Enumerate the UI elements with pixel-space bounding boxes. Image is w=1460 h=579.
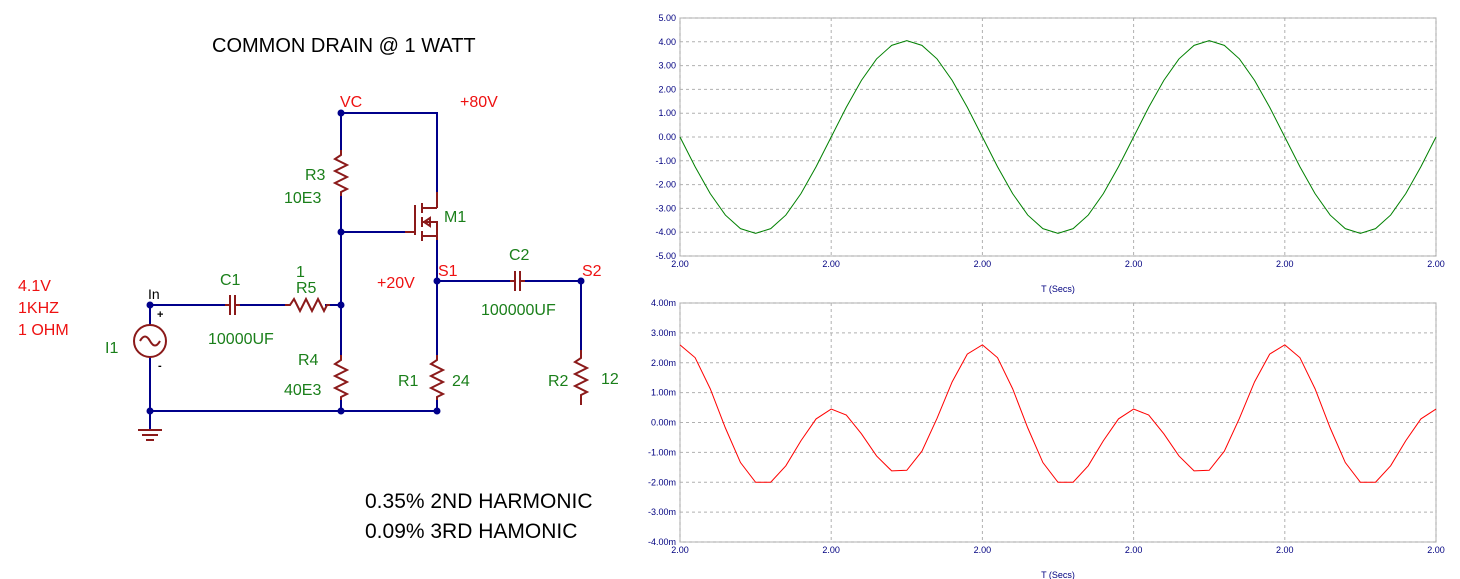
component-label: C1 [220,272,241,289]
component-label: R2 [548,373,569,390]
y-tick-label: 3.00m [651,328,676,338]
component-label: I1 [105,340,118,357]
y-tick-label: 1.00 [658,108,676,118]
x-axis-label: T (Secs) [1041,284,1075,294]
x-tick-label: 2.00 [1125,545,1143,555]
component-label: R1 [398,373,419,390]
component-label: 24 [452,373,470,390]
y-tick-label: 4.00m [651,298,676,308]
wires [149,112,582,430]
x-tick-label: 2.00 [671,259,689,269]
y-tick-label: 0.00m [651,418,676,428]
node-label: In [148,286,160,302]
node-label: +80V [460,94,498,111]
node-label: S1 [438,263,458,280]
data-line [679,344,1437,483]
x-tick-label: 2.00 [1276,259,1294,269]
y-tick-label: 2.00m [651,358,676,368]
note: 0.09% 3RD HAMONIC [365,520,577,543]
component-label: R4 [298,352,319,369]
y-tick-label: -3.00 [655,203,676,213]
node-label: VC [340,94,362,111]
junctions [146,109,585,415]
resistor-r3 [332,150,350,196]
x-tick-label: 2.00 [1125,259,1143,269]
y-tick-label: 4.00 [658,37,676,47]
y-tick-label: -2.00 [655,180,676,190]
component-label: M1 [444,209,466,226]
y-tick-label: -4.00m [648,537,676,547]
resistor-r4 [332,355,350,400]
polarity: + [157,309,163,321]
y-tick-label: 0.00 [658,132,676,142]
component-label: 1 [296,264,305,281]
component-label: 40E3 [284,382,321,399]
mosfet-m1 [405,192,438,241]
polarity: - [158,360,162,372]
y-tick-label: -4.00 [655,227,676,237]
source-label: 4.1V [18,278,51,295]
resistor-r2 [572,350,590,405]
component-label: 100000UF [481,302,556,319]
source-symbol [139,335,161,347]
data-line [679,40,1437,234]
y-tick-label: 1.00m [651,388,676,398]
capacitor-c1 [225,295,240,315]
y-tick-label: -3.00m [648,507,676,517]
y-tick-label: -1.00 [655,156,676,166]
x-tick-label: 2.00 [1427,259,1445,269]
y-tick-label: 3.00 [658,61,676,71]
resistor-r5 [285,296,330,314]
component-label: 12 [601,371,619,388]
source-label: 1 OHM [18,322,69,339]
schematic-title: COMMON DRAIN @ 1 WATT [212,35,476,57]
node-label: S2 [582,263,602,280]
y-tick-label: 5.00 [658,13,676,23]
component-label: 10E3 [284,190,321,207]
x-tick-label: 2.00 [822,545,840,555]
note: 0.35% 2ND HARMONIC [365,490,593,513]
y-tick-label: -2.00m [648,477,676,487]
y-tick-label: -5.00 [655,251,676,261]
schematic: COMMON DRAIN @ 1 WATT VC +80V R3 10E3 M1… [18,35,619,543]
y-tick-label: 2.00 [658,84,676,94]
x-tick-label: 2.00 [1276,545,1294,555]
component-label: C2 [509,247,530,264]
node-label: +20V [377,275,415,292]
x-tick-label: 2.00 [974,545,992,555]
capacitor-c2 [510,271,525,291]
component-label: R3 [305,167,326,184]
source-label: 1KHZ [18,300,59,317]
x-tick-label: 2.00 [671,545,689,555]
x-axis-label: T (Secs) [1041,570,1075,579]
y-tick-label: -1.00m [648,447,676,457]
x-tick-label: 2.00 [974,259,992,269]
current-source [133,324,167,358]
component-label: R5 [296,280,317,297]
component-label: 10000UF [208,331,274,348]
x-tick-label: 2.00 [822,259,840,269]
resistor-r1 [428,355,446,400]
ground [138,429,162,441]
x-tick-label: 2.00 [1427,545,1445,555]
